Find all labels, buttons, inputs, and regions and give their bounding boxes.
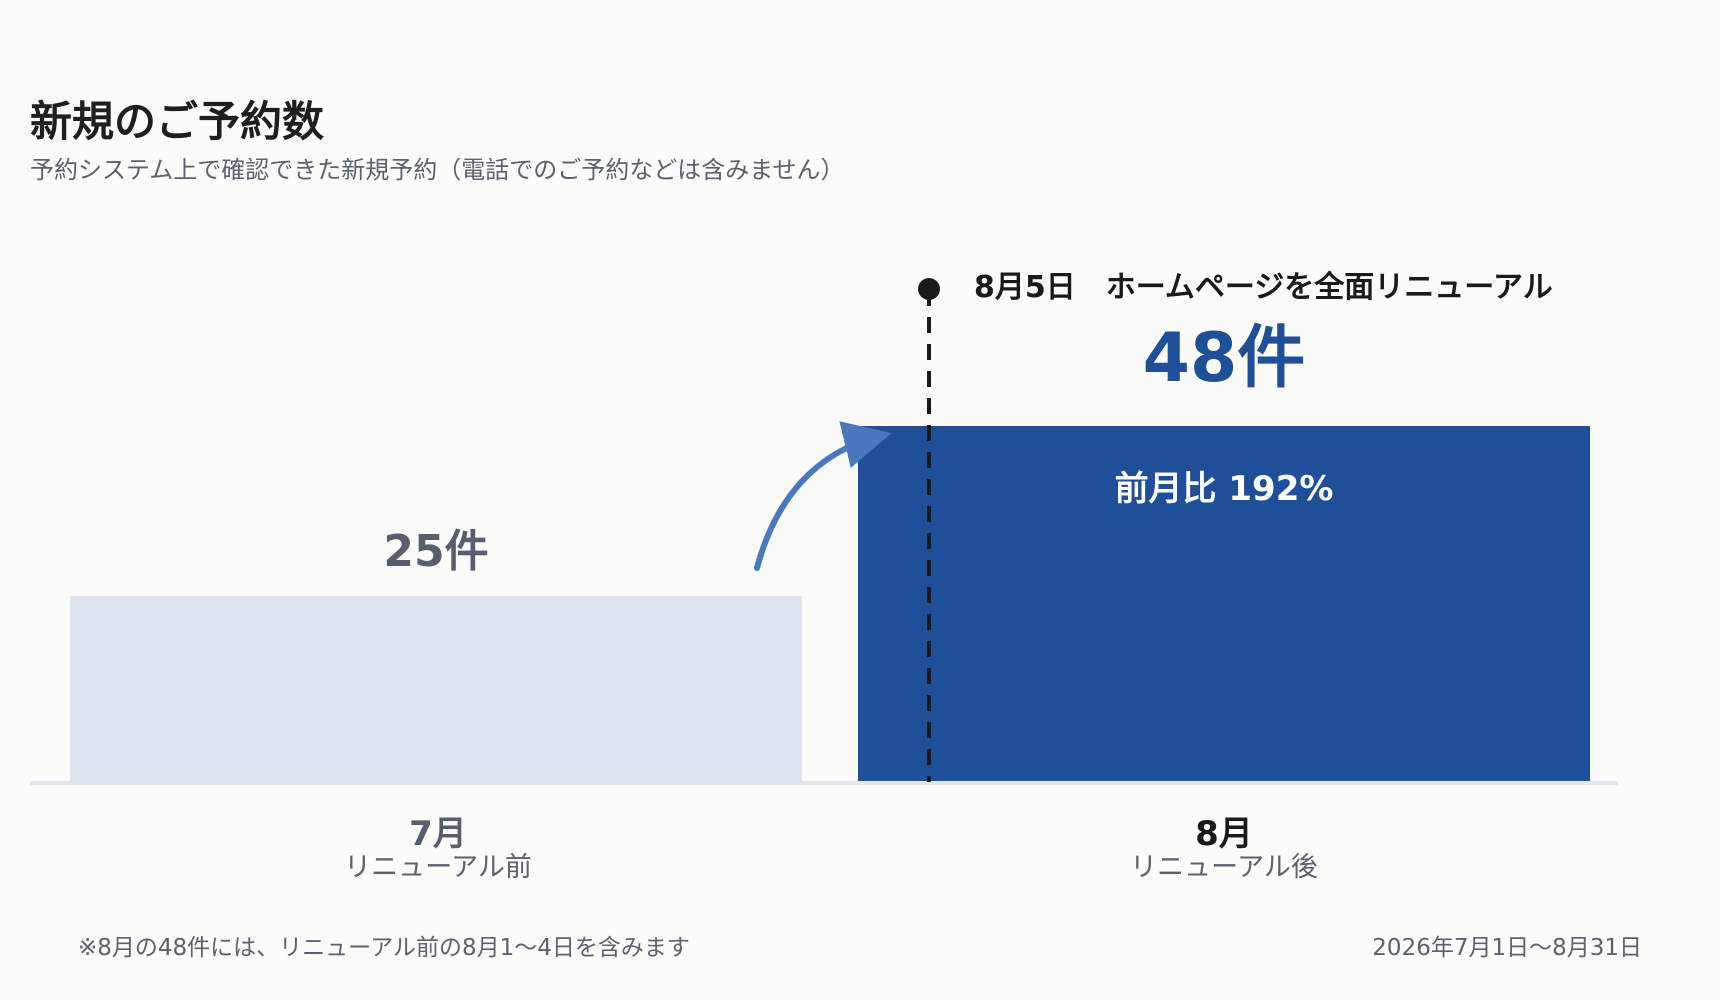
ratio-label: 前月比 192% — [1115, 469, 1334, 509]
bar-aug — [858, 426, 1590, 781]
event-label: 8月5日 ホームページを全面リニューアル — [974, 270, 1553, 305]
value-label-aug: 48件 — [1143, 319, 1306, 398]
category-sublabel-aug: リニューアル後 — [1130, 852, 1318, 883]
bars-group: 25件 48件 — [70, 319, 1590, 781]
category-label-jul: 7月 — [409, 814, 467, 854]
chart-subtitle: 予約システム上で確認できた新規予約（電話でのご予約などは含みません） — [30, 156, 845, 184]
period-label: 2026年7月1日〜8月31日 — [1372, 935, 1642, 961]
chart-title: 新規のご予約数 — [30, 97, 324, 146]
bar-jul — [70, 596, 802, 781]
growth-arrow — [754, 421, 892, 571]
event-marker — [918, 278, 940, 300]
value-label-jul: 25件 — [383, 526, 488, 577]
footnote: ※8月の48件には、リニューアル前の8月1〜4日を含みます — [78, 935, 690, 961]
category-sublabel-jul: リニューアル前 — [344, 852, 532, 883]
category-label-aug: 8月 — [1195, 814, 1253, 854]
